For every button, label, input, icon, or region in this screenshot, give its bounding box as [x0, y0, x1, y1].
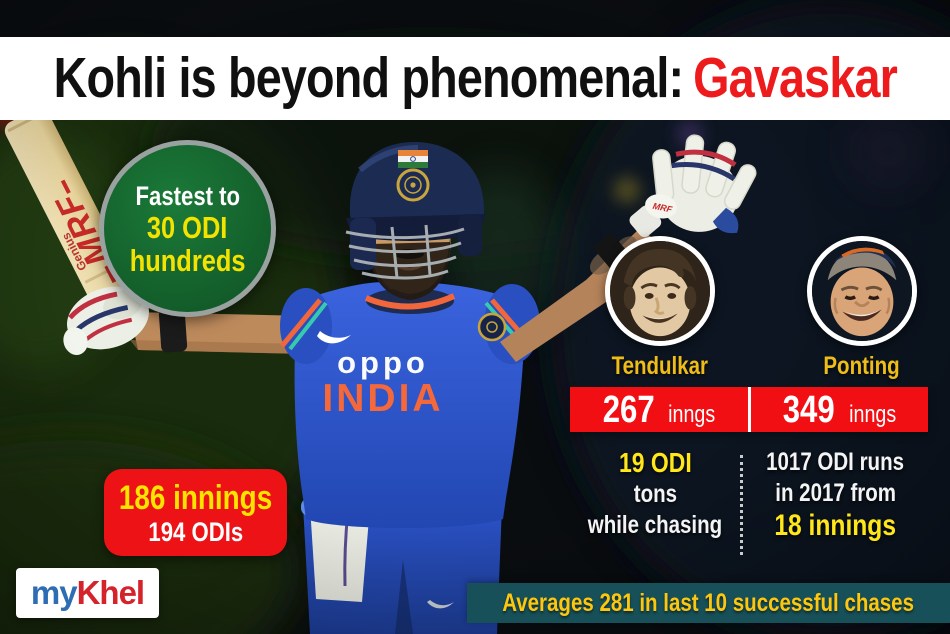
- nike-swoosh-icon: [317, 331, 351, 344]
- fastest-to-30-badge: Fastest to 30 ODI hundreds: [99, 140, 276, 317]
- mykhel-logo-khel: Khel: [76, 574, 146, 611]
- chasing-tons-value: 19 ODI: [618, 447, 692, 478]
- tendulkar-innings: 267 inngs: [570, 387, 748, 432]
- kohli-innings-badge: 186 innings 194 ODIs: [104, 469, 287, 556]
- india-flag-icon: [398, 150, 428, 168]
- kohli-figure: MRF Genius: [4, 108, 757, 634]
- bar-divider: [747, 387, 751, 432]
- ponting-innings-unit: inngs: [848, 401, 896, 428]
- tendulkar-label: Tendulkar: [611, 352, 709, 380]
- mykhel-logo-my: my: [30, 574, 78, 611]
- bcci-emblem-icon: [396, 168, 430, 202]
- kohli-odis-value: 194 ODIs: [148, 516, 243, 547]
- fastest-badge-line2: 30 ODI: [147, 209, 228, 245]
- average-chases-bar: Averages 281 in last 10 successful chase…: [467, 583, 950, 623]
- team-crest-icon: [477, 312, 507, 342]
- headline: Kohli is beyond phenomenal: Gavaskar: [0, 50, 950, 107]
- tendulkar-innings-value: 267: [602, 389, 655, 431]
- chasing-tons-line2: tons: [633, 480, 677, 508]
- tendulkar-innings-unit: inngs: [668, 401, 716, 428]
- headline-banner: Kohli is beyond phenomenal: Gavaskar: [0, 37, 950, 120]
- kohli-jersey: [294, 281, 523, 528]
- mykhel-logo: my Khel: [16, 568, 159, 618]
- runs-2017-innings: 18 innings: [774, 509, 897, 542]
- ponting-label: Ponting: [823, 352, 901, 380]
- glove-brand-text: MRF: [652, 201, 674, 215]
- ponting-innings: 349 inngs: [751, 387, 929, 432]
- kohli-innings-value: 186 innings: [118, 478, 273, 517]
- chasing-tons-line3: while chasing: [587, 511, 723, 539]
- stats-dotted-divider: [740, 455, 743, 555]
- helmet: [345, 142, 486, 280]
- jersey-sponsor-text: oppo: [337, 345, 429, 380]
- right-glove: MRF: [645, 134, 757, 234]
- average-chases-text: Averages 281 in last 10 successful chase…: [502, 588, 915, 617]
- headline-main: Kohli is beyond phenomenal:: [53, 46, 683, 110]
- ponting-photo: [807, 236, 917, 346]
- runs-2017-stat: 1017 ODI runs in 2017 from 18 innings: [743, 447, 928, 555]
- stats-panel: 19 ODI tons while chasing 1017 ODI runs …: [570, 447, 928, 555]
- jersey-team-text: INDIA: [322, 377, 443, 420]
- helmet-grille: [345, 224, 465, 280]
- runs-2017-line2: in 2017 from: [775, 479, 896, 507]
- tendulkar-photo: [605, 236, 715, 346]
- innings-comparison-bar: 267 inngs 349 inngs: [570, 387, 928, 432]
- runs-2017-line1: 1017 ODI runs: [766, 448, 905, 476]
- ponting-innings-value: 349: [783, 389, 836, 431]
- chasing-tons-stat: 19 ODI tons while chasing: [570, 447, 740, 555]
- fastest-badge-line1: Fastest to: [135, 180, 240, 211]
- fastest-badge-line3: hundreds: [129, 242, 246, 278]
- headline-highlight: Gavaskar: [692, 46, 898, 110]
